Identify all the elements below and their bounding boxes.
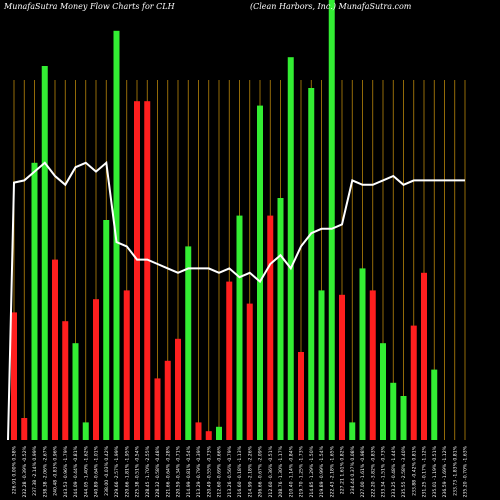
money-flow-bar bbox=[257, 105, 263, 440]
money-flow-bar bbox=[400, 396, 407, 440]
x-tick-label: 206.66 -0.67% -2.09% bbox=[258, 445, 264, 497]
money-flow-bar bbox=[339, 294, 345, 440]
money-flow-bar bbox=[31, 162, 38, 441]
x-tick-label: 238.00 -0.03% 0.42% bbox=[104, 445, 110, 495]
x-tick-label: 235.01 -1.19% -0.51% bbox=[432, 445, 438, 497]
money-flow-bar bbox=[421, 272, 427, 440]
x-tick-label: 214.99 -2.18% -2.26% bbox=[247, 445, 253, 497]
chart-title-left: MunafaSutra Money Flow Charts for CLH bbox=[3, 2, 176, 11]
money-flow-bar bbox=[277, 198, 284, 440]
money-flow-bar bbox=[103, 220, 110, 440]
x-tick-label: 237.38 -2.14% 0.99% bbox=[32, 445, 38, 495]
money-flow-bar bbox=[380, 343, 386, 440]
money-flow-bar bbox=[216, 426, 222, 440]
money-flow-bar bbox=[205, 431, 212, 440]
x-tick-label: 208.76 -1.30% -1.17% bbox=[278, 445, 284, 497]
x-tick-label: 219.89 -0.99% -1.54% bbox=[319, 445, 325, 497]
x-tick-label: 214.85 -1.29% -1.50% bbox=[309, 445, 315, 497]
money-flow-bar bbox=[11, 312, 17, 440]
x-tick-label: 244.05 -1.40% -1.62% bbox=[83, 445, 89, 497]
money-flow-bar bbox=[369, 290, 376, 440]
x-tick-label: 220.49 -0.55% -0.73% bbox=[206, 445, 212, 497]
x-tick-label: 214.99 -0.81% -0.54% bbox=[186, 445, 192, 497]
x-tick-label: 221.66 -0.64% -0.28% bbox=[165, 445, 171, 497]
x-tick-label: 232.28 -0.39% -0.52% bbox=[22, 445, 28, 497]
x-tick-label: 233.73 -1.83% 0.81% bbox=[452, 445, 458, 495]
money-flow-bar bbox=[134, 101, 140, 440]
money-flow-bar bbox=[62, 321, 69, 440]
x-tick-label: 235.55 -2.58% -3.40% bbox=[401, 445, 407, 497]
money-flow-bar bbox=[318, 290, 325, 440]
x-tick-label: 227.21 1.61% 0.82% bbox=[340, 445, 346, 494]
x-tick-label: 222.43 -2.18% -1.65% bbox=[329, 445, 335, 497]
x-tick-label: 213.29 -0.79% -0.39% bbox=[196, 445, 202, 497]
x-tick-label: 240.89 -0.64% -1.01% bbox=[94, 445, 100, 497]
x-tick-label: 240.48 -0.83% 0.96% bbox=[53, 445, 59, 495]
money-flow-bar bbox=[154, 378, 161, 440]
x-tick-label: 212.60 -0.69% -0.66% bbox=[217, 445, 223, 497]
x-tick-label: 226.91 0.00% 0.58% bbox=[12, 445, 18, 494]
money-flow-bar bbox=[410, 325, 417, 440]
money-flow-bar bbox=[175, 338, 181, 440]
money-flow-bar bbox=[226, 281, 233, 440]
x-tick-label: 210.40 -1.14% -0.84% bbox=[288, 445, 294, 497]
money-flow-bar bbox=[185, 246, 192, 440]
money-flow-bar bbox=[246, 303, 253, 440]
x-tick-label: 212.60 -0.36% -0.51% bbox=[268, 445, 274, 497]
money-flow-bar bbox=[72, 343, 79, 440]
x-tick-label: 231.25 -0.17% -1.12% bbox=[422, 445, 428, 497]
money-flow-bar bbox=[123, 290, 130, 440]
money-flow-bar bbox=[195, 422, 202, 440]
money-flow-bar bbox=[236, 215, 243, 440]
money-flow-bar bbox=[21, 418, 28, 440]
x-tick-label: 222.20 -3.82% -0.83% bbox=[370, 445, 376, 497]
x-tick-label: 229.66 -2.57% -1.99% bbox=[114, 445, 120, 497]
x-tick-label: 233.25 -0.48% -1.44% bbox=[391, 445, 397, 497]
x-tick-label: 219.70 -1.25% -1.73% bbox=[299, 445, 305, 497]
money-flow-bar bbox=[267, 215, 274, 440]
money-flow-bar bbox=[308, 88, 315, 440]
x-tick-label: 243.53 -0.96% -1.79% bbox=[63, 445, 69, 497]
x-tick-label: 220.59 -0.34% -0.71% bbox=[176, 445, 182, 497]
x-tick-label: 227.00 -1.61% -0.98% bbox=[360, 445, 366, 497]
money-flow-bar bbox=[287, 57, 294, 440]
x-tick-label: 228.32 -0.58% -0.48% bbox=[155, 445, 161, 497]
x-tick-label: 235.20 -0.70% -1.63% bbox=[463, 445, 469, 497]
x-tick-label: 234.44 0.37% 0.08% bbox=[350, 445, 356, 494]
money-flow-bar bbox=[93, 299, 99, 440]
bars-group bbox=[11, 0, 438, 441]
money-flow-bar bbox=[431, 369, 438, 440]
money-flow-bar bbox=[82, 422, 89, 440]
money-flow-bar bbox=[298, 352, 304, 440]
chart-title-right: (Clean Harbors, Inc.) MunafaSutra.com bbox=[250, 2, 412, 11]
x-tick-label: 233.88 -0.42% 0.81% bbox=[411, 445, 417, 495]
x-tick-label: 220.66 -1.81% -1.95% bbox=[124, 445, 130, 497]
money-flow-bar bbox=[41, 66, 48, 440]
x-tick-label: 225.38 -0.51% -0.54% bbox=[135, 445, 141, 497]
x-tick-label: 228.45 -1.70% -2.55% bbox=[145, 445, 151, 497]
money-flow-bar bbox=[390, 382, 397, 440]
x-tick-label: 213.26 -0.56% -0.79% bbox=[227, 445, 233, 497]
x-tick-label: 233.34 -1.51% -0.73% bbox=[381, 445, 387, 497]
money-flow-bar bbox=[328, 0, 335, 440]
price-line bbox=[7, 160, 465, 441]
x-tick-label: 244.09 -0.44% -0.81% bbox=[73, 445, 79, 497]
money-flow-bar bbox=[52, 259, 58, 440]
x-tick-labels: 226.91 0.00% 0.58% 232.28 -0.39% -0.52% 23… bbox=[12, 445, 469, 497]
money-flow-bar bbox=[349, 422, 356, 440]
x-tick-label: 216.60 -0.18% -1.13% bbox=[237, 445, 243, 497]
x-tick-label: 238.38 -2.06% -2.67% bbox=[42, 445, 48, 497]
money-flow-bar bbox=[144, 101, 151, 440]
money-flow-bar bbox=[164, 360, 171, 440]
x-tick-label: 236.59 -1.69% -1.12% bbox=[442, 445, 448, 497]
money-flow-bar bbox=[359, 268, 366, 440]
